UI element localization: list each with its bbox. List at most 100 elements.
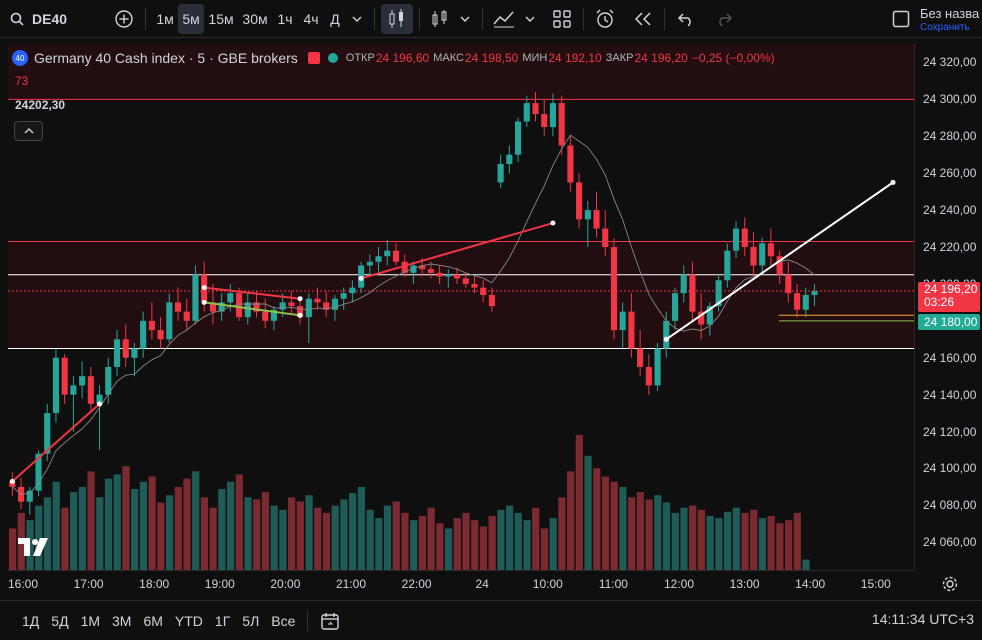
volume-bar [689,505,697,570]
indicators-icon[interactable] [489,4,519,34]
gear-icon[interactable] [941,575,959,593]
time-tick-label: 19:00 [204,577,235,591]
replay-rewind-icon[interactable] [628,4,658,34]
range-all[interactable]: Все [271,612,296,629]
volume-bar [462,512,470,570]
volume-bar [192,471,200,570]
volume-bar [567,471,575,570]
interval-15m[interactable]: 15м [208,10,234,27]
toolbar-divider [145,7,147,30]
candles-chart-type-icon[interactable] [381,3,414,34]
alert-clock-icon[interactable] [590,4,620,34]
utc-clock[interactable]: 14:11:34 UTC+3 [871,611,974,627]
calendar-goto-icon[interactable] [320,611,340,631]
volume-bar [593,468,601,570]
volume-bar [488,516,496,570]
candle-body [654,348,661,386]
collapse-legend-button[interactable] [14,121,43,141]
legend-title[interactable]: Germany 40 Cash index · 5 · GBE brokers [34,50,298,66]
bar-style-icon[interactable] [426,4,454,34]
range-1d[interactable]: 1Д [22,612,40,629]
candle-body [645,366,652,386]
open-value: 24 196,60 [375,51,430,65]
time-tick-label: 11:00 [598,577,628,591]
candle-body [253,302,260,312]
redo-icon[interactable] [709,4,739,34]
current-price: 24 196,20 [924,282,978,296]
volume-bar [244,497,252,570]
volume-bar [680,507,688,570]
search-icon[interactable] [8,4,26,34]
undo-icon[interactable] [671,4,701,34]
volume-bar [540,528,549,570]
volume-bar [750,509,758,570]
volume-bar [157,502,165,570]
top-toolbar: DE40 1м 5м 15м 30м 1ч 4ч Д [0,0,982,38]
range-6m[interactable]: 6М [143,612,163,629]
price-tick-label: 24 260,00 [923,166,977,181]
candle-body [567,145,574,183]
candle-body [218,302,225,312]
volume-bar [697,509,706,570]
volume-bar [279,509,287,570]
symbol-button[interactable]: DE40 [32,10,68,27]
candle-body [323,302,330,310]
volume-bar [549,518,557,570]
interval-30m[interactable]: 30м [242,10,268,27]
price-tick-label: 24 160,00 [923,350,977,365]
time-tick-label: 21:00 [335,577,367,591]
candle-body [140,320,147,349]
range-1m[interactable]: 1М [80,612,101,629]
time-tick-label: 17:00 [73,577,104,591]
interval-5m[interactable]: 5м [178,3,205,34]
chevron-down-icon[interactable] [519,4,541,34]
layout-grid-icon[interactable] [547,4,577,34]
candle-body [375,256,382,262]
low-value: 24 192,10 [548,51,602,65]
chart-pane[interactable] [8,44,914,570]
compare-add-icon[interactable] [109,4,139,34]
close-label: ЗАКР [605,52,634,64]
candle-body [131,348,138,358]
candle-body [776,256,783,275]
candle-body [35,453,42,491]
candle-body [183,311,190,321]
price-tick-label: 24 240,00 [923,203,977,218]
candle-body [9,481,16,487]
interval-1d[interactable]: Д [330,10,340,27]
volume-bar [43,497,52,570]
save-link[interactable]: Сохранить [920,22,970,33]
volume-bar [505,505,514,570]
candle-body [698,311,705,325]
volume-bar [497,509,505,570]
chevron-up-icon [24,128,33,134]
trend-point [550,220,556,226]
time-tick-label: 16:00 [7,577,39,591]
price-tick-label: 24 100,00 [923,461,977,476]
volume-bar [628,497,636,570]
range-5y[interactable]: 5Л [242,612,260,629]
time-axis[interactable]: 16:00 17:00 18:00 19:00 20:00 21:00 22:00 24 10:… [8,570,914,596]
range-ytd[interactable]: YTD [174,612,203,629]
layout-save-box[interactable]: Без назва Сохранить [886,4,982,34]
range-1y[interactable]: 1Г [214,612,231,629]
interval-4h[interactable]: 4ч [303,10,319,27]
volume-bar [601,476,610,570]
chevron-down-icon[interactable] [346,4,368,34]
volume-bar [26,520,34,570]
range-3m[interactable]: 3М [112,612,132,629]
candlestick-chart[interactable] [8,44,914,570]
volume-bar [78,486,86,570]
price-tick-label: 24 300,00 [923,92,977,107]
bar-countdown: 03:26 [924,295,955,309]
candle-body [436,272,443,277]
chevron-down-icon[interactable] [454,4,476,34]
interval-1m[interactable]: 1м [156,10,174,27]
volume-bar [122,466,130,570]
trend-point [201,299,207,305]
candle-body [584,210,591,220]
candle-body [549,103,556,128]
interval-1h[interactable]: 1ч [277,10,293,27]
candle-body [488,295,495,307]
range-5d[interactable]: 5Д [51,612,69,629]
